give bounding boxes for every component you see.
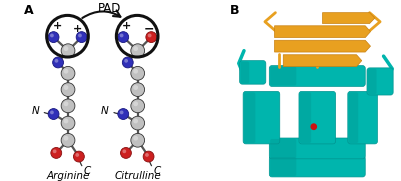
Circle shape xyxy=(131,116,145,130)
Circle shape xyxy=(64,69,69,74)
Circle shape xyxy=(131,133,145,147)
FancyBboxPatch shape xyxy=(269,66,365,87)
Circle shape xyxy=(78,34,82,37)
Circle shape xyxy=(121,148,132,158)
Circle shape xyxy=(122,150,126,153)
FancyBboxPatch shape xyxy=(244,92,255,143)
FancyBboxPatch shape xyxy=(299,91,336,144)
Circle shape xyxy=(48,109,59,119)
Circle shape xyxy=(61,83,75,96)
FancyBboxPatch shape xyxy=(270,157,296,176)
FancyBboxPatch shape xyxy=(269,156,365,177)
Circle shape xyxy=(311,124,316,129)
Text: +: + xyxy=(122,21,132,31)
Circle shape xyxy=(64,46,69,51)
Polygon shape xyxy=(322,13,375,24)
Circle shape xyxy=(64,119,69,123)
Text: Citrulline: Citrulline xyxy=(114,171,161,181)
Circle shape xyxy=(131,44,145,58)
Circle shape xyxy=(133,119,138,123)
Circle shape xyxy=(53,150,57,153)
Circle shape xyxy=(131,99,145,113)
Circle shape xyxy=(64,85,69,90)
Text: N: N xyxy=(31,106,39,116)
Text: +: + xyxy=(73,24,82,34)
Circle shape xyxy=(50,110,54,114)
Circle shape xyxy=(61,66,75,80)
FancyBboxPatch shape xyxy=(240,61,266,84)
Circle shape xyxy=(133,85,138,90)
Circle shape xyxy=(133,136,138,141)
Text: −: − xyxy=(143,22,154,35)
Polygon shape xyxy=(275,26,371,38)
Circle shape xyxy=(55,59,59,63)
Polygon shape xyxy=(283,55,362,66)
Text: A: A xyxy=(24,4,33,17)
Text: PAD: PAD xyxy=(97,2,121,15)
FancyBboxPatch shape xyxy=(270,67,296,86)
Circle shape xyxy=(75,153,79,157)
Circle shape xyxy=(120,34,124,37)
FancyBboxPatch shape xyxy=(348,91,377,144)
Circle shape xyxy=(51,148,62,158)
Text: C: C xyxy=(83,166,91,176)
FancyBboxPatch shape xyxy=(270,139,296,158)
Circle shape xyxy=(124,59,128,63)
Circle shape xyxy=(131,83,145,96)
Circle shape xyxy=(148,34,152,37)
FancyBboxPatch shape xyxy=(368,69,377,94)
Circle shape xyxy=(146,32,157,43)
Circle shape xyxy=(50,34,54,37)
Circle shape xyxy=(61,133,75,147)
Text: Arginine: Arginine xyxy=(47,171,90,181)
FancyBboxPatch shape xyxy=(243,91,280,144)
FancyBboxPatch shape xyxy=(269,138,365,159)
Circle shape xyxy=(64,136,69,141)
Text: C: C xyxy=(153,166,160,176)
Text: +: + xyxy=(53,21,62,31)
Circle shape xyxy=(122,57,133,68)
Circle shape xyxy=(64,101,69,106)
Circle shape xyxy=(61,44,75,58)
Circle shape xyxy=(76,32,87,43)
Circle shape xyxy=(118,32,129,43)
Circle shape xyxy=(61,116,75,130)
Circle shape xyxy=(133,69,138,74)
Circle shape xyxy=(73,151,84,162)
Circle shape xyxy=(143,151,154,162)
Circle shape xyxy=(133,46,138,51)
Circle shape xyxy=(48,32,59,43)
Circle shape xyxy=(61,99,75,113)
FancyBboxPatch shape xyxy=(241,62,249,83)
FancyBboxPatch shape xyxy=(349,92,358,143)
Circle shape xyxy=(120,110,124,114)
Text: N: N xyxy=(101,106,109,116)
Circle shape xyxy=(133,101,138,106)
Circle shape xyxy=(131,66,145,80)
FancyBboxPatch shape xyxy=(367,68,393,95)
Circle shape xyxy=(53,57,63,68)
Polygon shape xyxy=(275,40,371,52)
Circle shape xyxy=(118,109,129,119)
FancyBboxPatch shape xyxy=(300,92,311,143)
Circle shape xyxy=(145,153,149,157)
Text: B: B xyxy=(230,4,239,17)
